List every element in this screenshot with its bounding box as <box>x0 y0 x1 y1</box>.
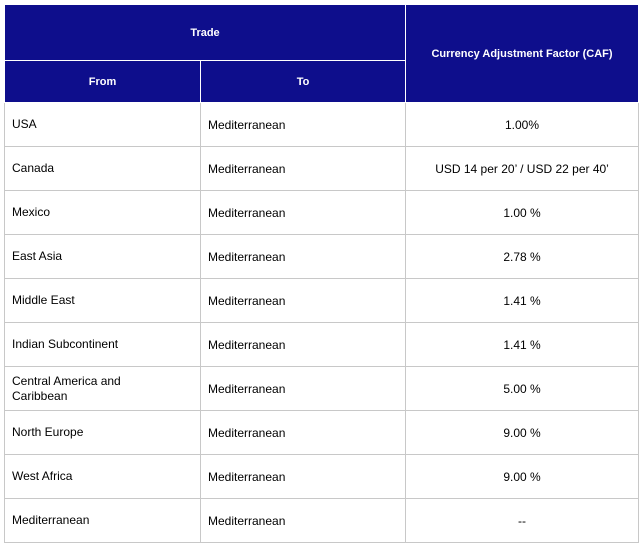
caf-cell: 1.00% <box>405 102 640 147</box>
caf-cell: 2.78 % <box>405 234 640 279</box>
to-cell: Mediterranean <box>199 454 407 499</box>
table-row: East Asia Mediterranean 2.78 % <box>4 234 640 279</box>
caf-cell: 1.00 % <box>405 190 640 235</box>
table-row: Canada Mediterranean USD 14 per 20’ / US… <box>4 146 640 191</box>
to-cell: Mediterranean <box>199 410 407 455</box>
caf-cell: 1.41 % <box>405 278 640 323</box>
from-header: From <box>4 60 201 103</box>
caf-cell: 1.41 % <box>405 322 640 367</box>
caf-cell: 9.00 % <box>405 454 640 499</box>
from-text: Middle East <box>12 293 75 307</box>
from-text: USA <box>12 117 37 131</box>
to-cell: Mediterranean <box>199 322 407 367</box>
to-cell: Mediterranean <box>199 278 407 323</box>
from-text: Indian Subcontinent <box>12 337 119 351</box>
from-cell: USA <box>4 102 201 147</box>
caf-cell: -- <box>405 498 640 543</box>
from-cell: Mexico <box>4 190 201 235</box>
from-cell: West Africa <box>4 454 201 499</box>
from-cell: Indian Subcontinent <box>4 322 201 367</box>
from-cell: Mediterranean <box>4 498 201 543</box>
table-row: North Europe Mediterranean 9.00 % <box>4 410 640 455</box>
from-text: Mexico <box>12 205 51 219</box>
from-text: East Asia <box>12 249 63 263</box>
from-text: West Africa <box>12 469 73 483</box>
from-cell: Middle East <box>4 278 201 323</box>
table-row: West Africa Mediterranean 9.00 % <box>4 454 640 499</box>
table-header: Trade Currency Adjustment Factor (CAF) F… <box>3 4 640 103</box>
from-text: Central America and Caribbean <box>12 373 121 403</box>
from-cell: North Europe <box>4 410 201 455</box>
table-row: Mexico Mediterranean 1.00 % <box>4 190 640 235</box>
from-text: North Europe <box>12 425 84 439</box>
from-cell: East Asia <box>4 234 201 279</box>
to-header: To <box>199 60 407 103</box>
caf-header: Currency Adjustment Factor (CAF) <box>405 4 640 103</box>
to-cell: Mediterranean <box>199 498 407 543</box>
table-row: USA Mediterranean 1.00% <box>4 102 640 147</box>
table-body: USA Mediterranean 1.00% Canada Mediterra… <box>4 102 640 543</box>
from-cell: Canada <box>4 146 201 191</box>
to-cell: Mediterranean <box>199 190 407 235</box>
from-text: Canada <box>12 161 55 175</box>
caf-table: Trade Currency Adjustment Factor (CAF) F… <box>3 4 640 543</box>
to-cell: Mediterranean <box>199 102 407 147</box>
table-row: Indian Subcontinent Mediterranean 1.41 % <box>4 322 640 367</box>
table-row: Middle East Mediterranean 1.41 % <box>4 278 640 323</box>
to-cell: Mediterranean <box>199 366 407 411</box>
caf-cell: 5.00 % <box>405 366 640 411</box>
to-cell: Mediterranean <box>199 146 407 191</box>
table-row: Mediterranean Mediterranean -- <box>4 498 640 543</box>
caf-cell: 9.00 % <box>405 410 640 455</box>
from-text: Mediterranean <box>12 513 90 527</box>
table-row: Central America and Caribbean Mediterran… <box>4 366 640 411</box>
caf-cell: USD 14 per 20’ / USD 22 per 40’ <box>405 146 640 191</box>
to-cell: Mediterranean <box>199 234 407 279</box>
from-cell: Central America and Caribbean <box>4 366 201 411</box>
trade-header: Trade <box>3 4 407 61</box>
